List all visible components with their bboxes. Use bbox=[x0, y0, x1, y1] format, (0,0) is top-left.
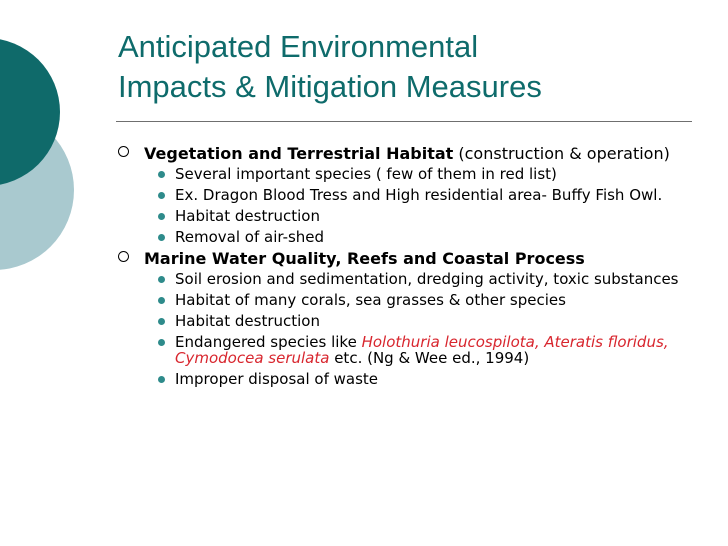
section-heading-note: (construction & operation) bbox=[453, 144, 670, 163]
bullet-dot-icon bbox=[158, 213, 165, 220]
bullet-dot-icon bbox=[158, 339, 165, 346]
section-heading-marine: Marine Water Quality, Reefs and Coastal … bbox=[112, 250, 692, 267]
citation-text: etc. (Ng & Wee ed., 1994) bbox=[329, 349, 530, 367]
hollow-circle-bullet-icon bbox=[118, 251, 129, 262]
bullet-dot-icon bbox=[158, 276, 165, 283]
list-item-text: Removal of air-shed bbox=[175, 228, 325, 246]
list-item-text: Improper disposal of waste bbox=[175, 370, 379, 388]
section-heading-vegetation: Vegetation and Terrestrial Habitat (cons… bbox=[112, 145, 692, 162]
list-item-text: Soil erosion and sedimentation, dredging… bbox=[175, 270, 679, 288]
list-item: Endangered species like Holothuria leuco… bbox=[144, 334, 692, 366]
bullet-dot-icon bbox=[158, 376, 165, 383]
title-line-2: Impacts & Mitigation Measures bbox=[118, 69, 542, 104]
list-item-text: Endangered species like bbox=[175, 333, 362, 351]
list-item-text: Habitat of many corals, sea grasses & ot… bbox=[175, 291, 566, 309]
bullet-dot-icon bbox=[158, 318, 165, 325]
title-divider bbox=[116, 121, 692, 122]
species-names: Holothuria leucospilota, Ateratis florid… bbox=[175, 333, 669, 367]
list-item-text: Habitat destruction bbox=[175, 207, 320, 225]
list-item: Improper disposal of waste bbox=[144, 371, 692, 387]
hollow-circle-bullet-icon bbox=[118, 146, 129, 157]
slide-body: Vegetation and Terrestrial Habitat (cons… bbox=[112, 145, 692, 392]
list-item: Habitat destruction bbox=[144, 208, 692, 224]
list-item-text: Several important species ( few of them … bbox=[175, 165, 557, 183]
list-item-text: Ex. Dragon Blood Tress and High resident… bbox=[175, 186, 663, 204]
bullet-list-vegetation: Several important species ( few of them … bbox=[144, 166, 692, 245]
section-heading-bold: Vegetation and Terrestrial Habitat bbox=[144, 144, 454, 163]
list-item: Habitat destruction bbox=[144, 313, 692, 329]
bullet-dot-icon bbox=[158, 192, 165, 199]
list-item: Ex. Dragon Blood Tress and High resident… bbox=[144, 187, 692, 203]
list-item: Soil erosion and sedimentation, dredging… bbox=[144, 271, 692, 287]
slide-title: Anticipated Environmental Impacts & Miti… bbox=[118, 27, 698, 107]
bullet-dot-icon bbox=[158, 171, 165, 178]
list-item: Removal of air-shed bbox=[144, 229, 692, 245]
list-item-text: Habitat destruction bbox=[175, 312, 320, 330]
list-item: Several important species ( few of them … bbox=[144, 166, 692, 182]
bullet-dot-icon bbox=[158, 297, 165, 304]
title-line-1: Anticipated Environmental bbox=[118, 29, 479, 64]
list-item: Habitat of many corals, sea grasses & ot… bbox=[144, 292, 692, 308]
bullet-dot-icon bbox=[158, 234, 165, 241]
section-heading-bold: Marine Water Quality, Reefs and Coastal … bbox=[144, 249, 585, 268]
decorative-circles bbox=[0, 39, 74, 270]
bullet-list-marine: Soil erosion and sedimentation, dredging… bbox=[144, 271, 692, 387]
